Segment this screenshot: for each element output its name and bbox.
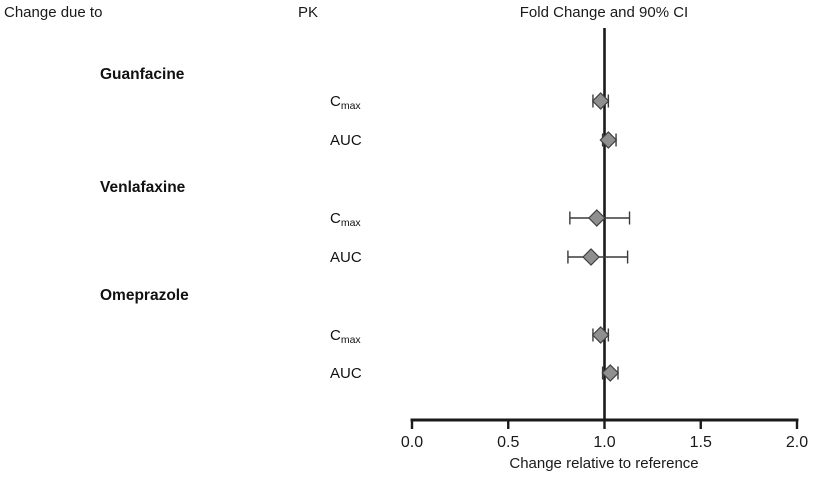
x-axis-tick-label: 0.0 <box>401 434 423 451</box>
pk-param-label: Cmax <box>330 93 361 112</box>
column-header-change-due-to: Change due to <box>4 4 103 21</box>
group-label: Omeprazole <box>100 287 189 304</box>
group-label: Venlafaxine <box>100 179 186 196</box>
x-axis-tick-label: 2.0 <box>786 434 808 451</box>
x-axis-tick-label: 1.0 <box>593 434 615 451</box>
pk-param-label: AUC <box>330 132 362 149</box>
column-header-fold-change: Fold Change and 90% CI <box>519 4 689 21</box>
pk-param-label: Cmax <box>330 327 361 346</box>
diamond-marker <box>601 364 620 382</box>
pk-param-label: AUC <box>330 249 362 266</box>
x-axis-title: Change relative to reference <box>509 455 699 472</box>
diamond-marker <box>591 326 610 344</box>
group-label: Guanfacine <box>100 66 185 83</box>
diamond-marker <box>591 92 610 110</box>
pk-param-label: AUC <box>330 365 362 382</box>
x-axis-tick-label: 1.5 <box>690 434 712 451</box>
x-axis-tick-label: 0.5 <box>497 434 519 451</box>
diamond-marker <box>587 209 606 227</box>
diamond-marker <box>582 248 600 266</box>
diamond-marker <box>599 131 618 149</box>
pk-param-label: Cmax <box>330 210 361 229</box>
column-header-pk: PK <box>298 4 319 21</box>
